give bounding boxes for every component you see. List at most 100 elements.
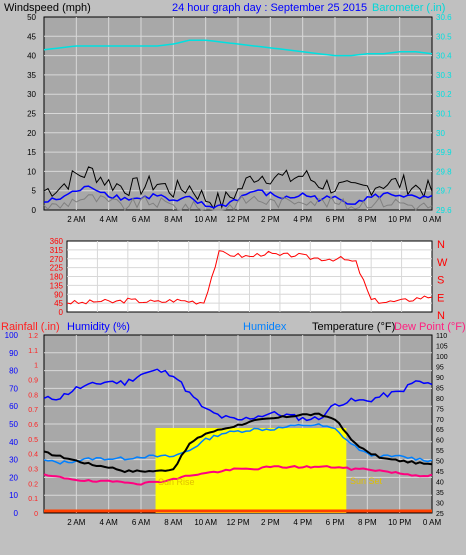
temp-x-tick: 2 PM bbox=[261, 518, 280, 527]
temperature-y-tick: 55 bbox=[436, 448, 444, 455]
temp-x-tick: 12 PM bbox=[226, 518, 249, 527]
direction-y-tick: 45 bbox=[54, 299, 63, 308]
temperature-y-tick: 50 bbox=[436, 459, 444, 466]
direction-y-tick: 225 bbox=[50, 264, 64, 273]
wind-direction-line bbox=[66, 250, 433, 305]
barometer-y-tick: 29.8 bbox=[436, 167, 452, 176]
humidity-line bbox=[43, 368, 433, 422]
rainfall-header: Rainfall (.in) bbox=[1, 321, 60, 333]
temperature-y-tick: 30 bbox=[436, 501, 444, 508]
temperature-y-tick: 90 bbox=[436, 375, 444, 382]
humidity-y-tick: 90 bbox=[9, 349, 18, 358]
temp-x-tick: 8 PM bbox=[358, 518, 377, 527]
temperature-y-tick: 65 bbox=[436, 427, 444, 434]
wind-y-tick: 20 bbox=[27, 129, 36, 138]
temperature-y-tick: 105 bbox=[436, 343, 448, 350]
barometer-header: Barometer (.in) bbox=[372, 2, 445, 14]
wind-x-tick: 10 PM bbox=[388, 215, 411, 224]
humidity-y-tick: 0 bbox=[14, 509, 19, 518]
direction-y-tick: 180 bbox=[50, 273, 64, 282]
direction-y-tick: 90 bbox=[54, 290, 63, 299]
temperature-header: Temperature (°F) bbox=[312, 321, 395, 333]
gust-line bbox=[43, 194, 433, 211]
wind-y-tick: 5 bbox=[32, 187, 37, 196]
barometer-y-tick: 29.7 bbox=[436, 187, 452, 196]
windspeed-line bbox=[43, 166, 433, 210]
wind-x-tick: 6 AM bbox=[132, 215, 151, 224]
direction-y-tick: 0 bbox=[59, 308, 64, 317]
humidex-line bbox=[43, 423, 433, 465]
temperature-y-tick: 40 bbox=[436, 480, 444, 487]
rainfall-y-tick: 0.7 bbox=[28, 407, 38, 414]
direction-compass-label: E bbox=[437, 292, 444, 304]
direction-compass-label: S bbox=[437, 275, 444, 287]
barometer-line bbox=[43, 39, 433, 57]
wind-x-tick: 6 PM bbox=[326, 215, 345, 224]
rainfall-y-tick: 0.2 bbox=[28, 481, 38, 488]
temperature-line bbox=[43, 412, 433, 474]
direction-compass-label: N bbox=[437, 310, 445, 322]
rainfall-y-tick: 0.6 bbox=[28, 422, 38, 429]
wind-x-tick: 2 AM bbox=[67, 215, 86, 224]
direction-y-tick: 135 bbox=[50, 281, 64, 290]
temperature-y-tick: 25 bbox=[436, 511, 444, 518]
temp-x-tick: 10 AM bbox=[194, 518, 217, 527]
wind-y-tick: 50 bbox=[27, 13, 36, 22]
wind-x-tick: 12 PM bbox=[226, 215, 249, 224]
sunrise-label: Sun Rise bbox=[158, 477, 195, 487]
rainfall-y-tick: 0.3 bbox=[28, 467, 38, 474]
temperature-y-tick: 70 bbox=[436, 417, 444, 424]
wind-x-tick: 8 PM bbox=[358, 215, 377, 224]
wind-y-tick: 35 bbox=[27, 71, 36, 80]
windspeed-header: Windspeed (mph) bbox=[4, 2, 91, 14]
wind-x-tick: 4 AM bbox=[100, 215, 119, 224]
wind-y-tick: 30 bbox=[27, 90, 36, 99]
rainfall-y-tick: 1.2 bbox=[28, 333, 38, 340]
rainfall-y-tick: 1 bbox=[34, 363, 38, 370]
barometer-y-tick: 30.6 bbox=[436, 13, 452, 22]
rainfall-y-tick: 0 bbox=[34, 511, 38, 518]
humidity-y-tick: 30 bbox=[9, 456, 18, 465]
wind-x-tick: 0 AM bbox=[423, 215, 442, 224]
graph-date-header: 24 hour graph day : September 25 2015 bbox=[172, 2, 367, 14]
temperature-y-tick: 85 bbox=[436, 385, 444, 392]
wind-y-tick: 10 bbox=[27, 167, 36, 176]
humidity-y-tick: 50 bbox=[9, 420, 18, 429]
temp-x-tick: 2 AM bbox=[67, 518, 86, 527]
barometer-y-tick: 30.5 bbox=[436, 32, 452, 41]
temp-x-tick: 8 AM bbox=[164, 518, 183, 527]
humidity-y-tick: 60 bbox=[9, 402, 18, 411]
humidity-y-tick: 80 bbox=[9, 367, 18, 376]
humidity-header: Humidity (%) bbox=[67, 321, 130, 333]
wind-y-tick: 0 bbox=[32, 206, 37, 215]
temp-x-tick: 4 AM bbox=[100, 518, 119, 527]
wind-y-tick: 25 bbox=[27, 110, 36, 119]
barometer-y-tick: 30.1 bbox=[436, 110, 452, 119]
direction-compass-label: W bbox=[437, 257, 448, 269]
temperature-y-tick: 95 bbox=[436, 364, 444, 371]
humidity-y-tick: 40 bbox=[9, 438, 18, 447]
temperature-y-tick: 80 bbox=[436, 396, 444, 403]
wind-y-tick: 15 bbox=[27, 148, 36, 157]
direction-y-tick: 270 bbox=[50, 255, 64, 264]
humidex-header: Humidex bbox=[243, 321, 287, 333]
temperature-y-tick: 35 bbox=[436, 490, 444, 497]
barometer-y-tick: 30.4 bbox=[436, 52, 452, 61]
temperature-y-tick: 110 bbox=[436, 333, 447, 340]
sunshine-area bbox=[155, 428, 347, 513]
temp-x-tick: 4 PM bbox=[293, 518, 312, 527]
dewpoint-line bbox=[43, 465, 433, 486]
sunset-label: Sun Set bbox=[350, 476, 383, 486]
humidity-y-tick: 70 bbox=[9, 384, 18, 393]
temp-x-tick: 10 PM bbox=[388, 518, 411, 527]
rainfall-y-tick: 0.5 bbox=[28, 437, 38, 444]
temperature-y-tick: 45 bbox=[436, 469, 444, 476]
barometer-y-tick: 29.6 bbox=[436, 206, 452, 215]
direction-compass-label: N bbox=[437, 239, 445, 251]
rainfall-y-tick: 0.9 bbox=[28, 378, 38, 385]
wind-y-tick: 45 bbox=[27, 32, 36, 41]
wind-x-tick: 8 AM bbox=[164, 215, 183, 224]
humidity-y-tick: 20 bbox=[9, 473, 18, 482]
temperature-y-tick: 100 bbox=[436, 354, 448, 361]
